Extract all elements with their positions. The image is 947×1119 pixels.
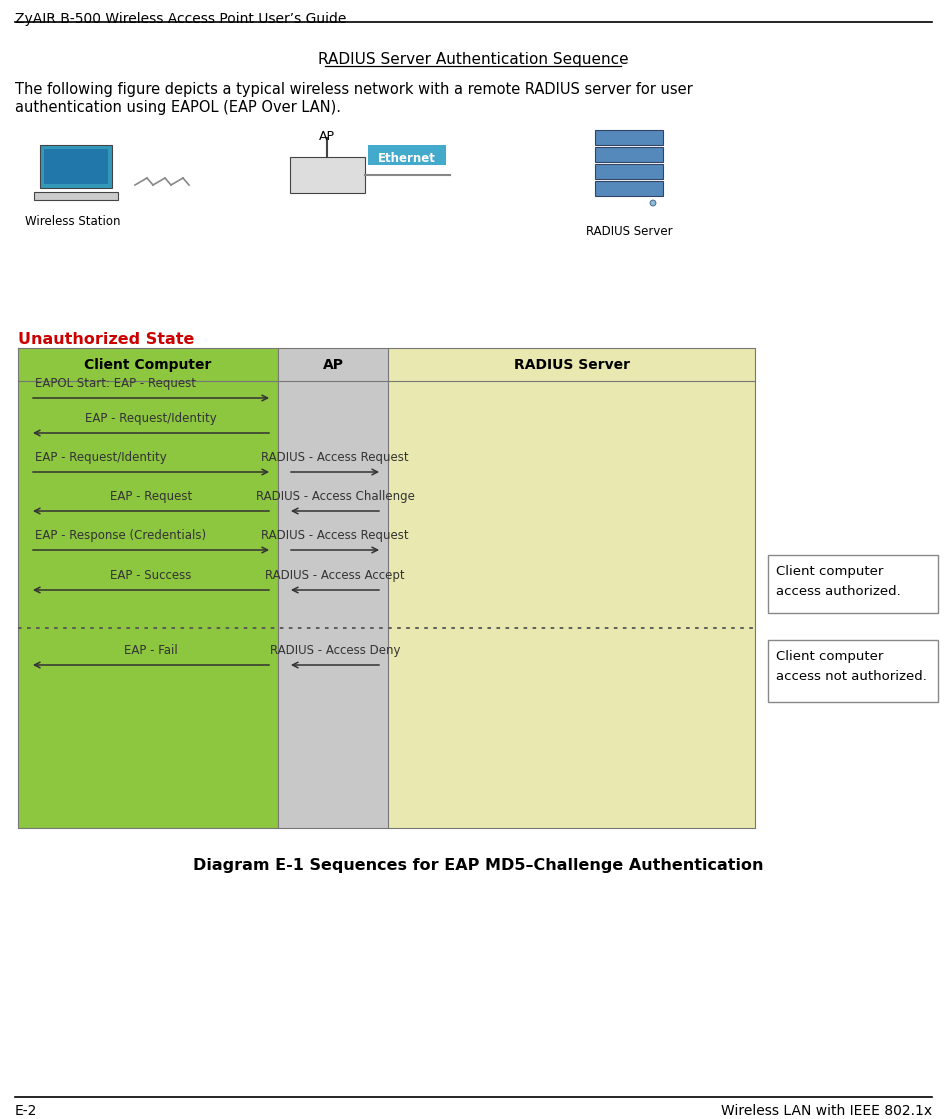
Bar (768, 555, 938, 613)
Text: EAP - Request: EAP - Request (110, 490, 192, 504)
Text: EAP - Request/Identity: EAP - Request/Identity (85, 412, 217, 425)
Text: authentication using EAPOL (EAP Over LAN).: authentication using EAPOL (EAP Over LAN… (15, 100, 341, 115)
Text: E-2: E-2 (15, 1104, 37, 1118)
Text: Unauthorized State: Unauthorized State (18, 332, 194, 347)
Text: RADIUS - Access Request: RADIUS - Access Request (261, 451, 409, 464)
Text: Client computer: Client computer (776, 565, 884, 579)
Circle shape (650, 166, 656, 172)
Bar (595, 181, 663, 196)
Polygon shape (290, 157, 365, 192)
Text: access not authorized.: access not authorized. (776, 670, 927, 683)
Text: EAPOL Start: EAP - Request: EAPOL Start: EAP - Request (35, 377, 196, 391)
Text: RADIUS - Access Deny: RADIUS - Access Deny (270, 645, 401, 657)
Text: The following figure depicts a typical wireless network with a remote RADIUS ser: The following figure depicts a typical w… (15, 82, 693, 97)
Bar (278, 348, 388, 828)
Circle shape (650, 184, 656, 189)
Bar (388, 348, 755, 828)
Text: Diagram E-1 Sequences for EAP MD5–Challenge Authentication: Diagram E-1 Sequences for EAP MD5–Challe… (193, 858, 763, 873)
Bar (595, 130, 663, 145)
Text: RADIUS - Access Accept: RADIUS - Access Accept (265, 568, 404, 582)
Text: Wireless Station: Wireless Station (26, 215, 121, 228)
Bar (595, 147, 663, 162)
Text: EAP - Fail: EAP - Fail (124, 645, 178, 657)
Text: access authorized.: access authorized. (776, 585, 901, 598)
Bar (18, 348, 278, 828)
Polygon shape (40, 145, 112, 188)
Text: RADIUS Server: RADIUS Server (585, 225, 672, 238)
Text: EAP - Request/Identity: EAP - Request/Identity (35, 451, 167, 464)
Text: AP: AP (323, 358, 344, 372)
Text: RADIUS Server Authentication Sequence: RADIUS Server Authentication Sequence (317, 51, 628, 67)
Text: RADIUS - Access Request: RADIUS - Access Request (261, 529, 409, 542)
Polygon shape (44, 149, 108, 184)
Text: Wireless LAN with IEEE 802.1x: Wireless LAN with IEEE 802.1x (721, 1104, 932, 1118)
Text: RADIUS Server: RADIUS Server (513, 358, 630, 372)
Text: EAP - Response (Credentials): EAP - Response (Credentials) (35, 529, 206, 542)
Text: Client computer: Client computer (776, 650, 884, 662)
Text: Ethernet: Ethernet (378, 152, 436, 164)
Polygon shape (34, 192, 118, 200)
Bar (368, 145, 446, 164)
Text: Client Computer: Client Computer (84, 358, 212, 372)
Text: AP: AP (319, 130, 335, 143)
Text: RADIUS - Access Challenge: RADIUS - Access Challenge (256, 490, 415, 504)
Text: EAP - Success: EAP - Success (110, 568, 191, 582)
Bar (768, 640, 938, 702)
Circle shape (650, 200, 656, 206)
Circle shape (650, 149, 656, 156)
Text: ZyAIR B-500 Wireless Access Point User’s Guide: ZyAIR B-500 Wireless Access Point User’s… (15, 12, 347, 26)
Bar (595, 164, 663, 179)
